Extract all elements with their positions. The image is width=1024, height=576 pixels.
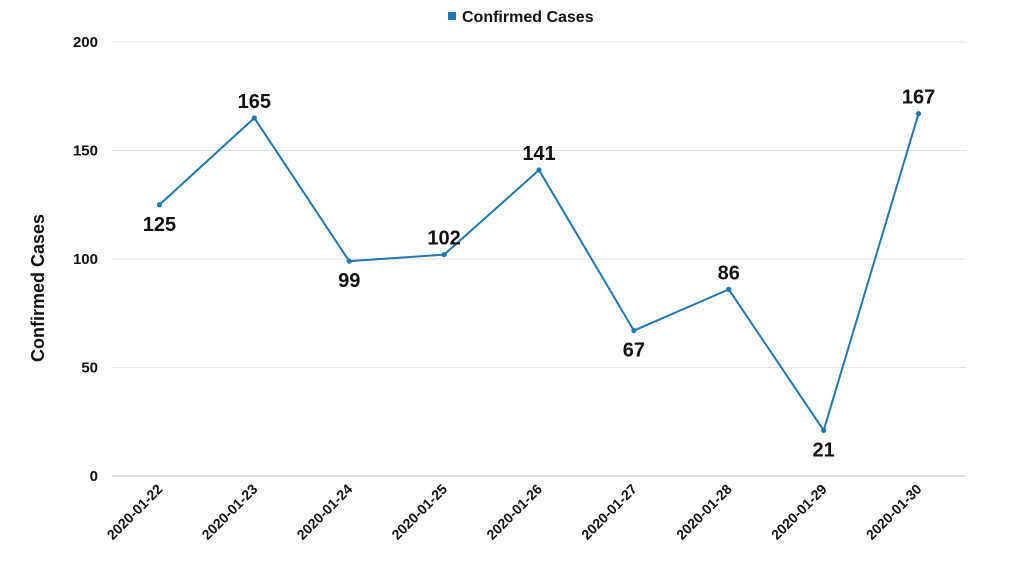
x-tick-label: 2020-01-29 xyxy=(768,481,830,543)
data-label: 67 xyxy=(623,340,645,362)
x-tick-label: 2020-01-28 xyxy=(673,481,735,543)
data-point xyxy=(251,115,257,121)
data-point xyxy=(631,328,637,334)
data-label: 125 xyxy=(143,214,176,236)
y-tick-label: 100 xyxy=(73,251,98,268)
data-point xyxy=(915,111,922,117)
gridlines xyxy=(112,41,966,368)
x-tick-label: 2020-01-24 xyxy=(293,481,355,543)
x-tick-label: 2020-01-25 xyxy=(388,481,450,543)
data-point xyxy=(156,202,163,208)
data-label: 86 xyxy=(718,262,740,284)
x-tick-label: 2020-01-23 xyxy=(198,481,260,543)
y-tick-label: 50 xyxy=(81,360,98,377)
x-tick-label: 2020-01-26 xyxy=(483,481,545,543)
y-tick-label: 150 xyxy=(73,143,98,160)
legend: Confirmed Cases xyxy=(448,9,594,26)
data-label: 102 xyxy=(427,228,460,250)
data-point xyxy=(726,286,732,292)
x-tick-label: 2020-01-22 xyxy=(104,481,166,543)
legend-label: Confirmed Cases xyxy=(462,9,594,26)
data-label: 167 xyxy=(902,87,935,109)
data-label: 165 xyxy=(238,91,271,113)
data-point xyxy=(441,252,447,258)
data-point xyxy=(536,167,542,173)
x-tick-label: 2020-01-27 xyxy=(578,481,640,543)
x-axis-ticks: 2020-01-22 2020-01-23 2020-01-24 2020-01-25… xyxy=(104,481,925,543)
data-label: 99 xyxy=(338,270,360,292)
y-tick-label: 0 xyxy=(90,468,98,485)
data-point xyxy=(346,258,352,264)
data-label: 141 xyxy=(522,143,555,165)
legend-swatch xyxy=(448,12,456,20)
data-label: 21 xyxy=(813,439,835,461)
series-group: 125 165 99 102 141 67 86 21 167 xyxy=(143,87,935,462)
data-point xyxy=(821,427,827,434)
y-axis-title: Confirmed Cases xyxy=(28,214,48,362)
y-tick-label: 200 xyxy=(73,34,98,51)
x-tick-label: 2020-01-30 xyxy=(863,481,925,543)
y-axis-ticks: 0 50 100 150 200 xyxy=(73,34,98,485)
